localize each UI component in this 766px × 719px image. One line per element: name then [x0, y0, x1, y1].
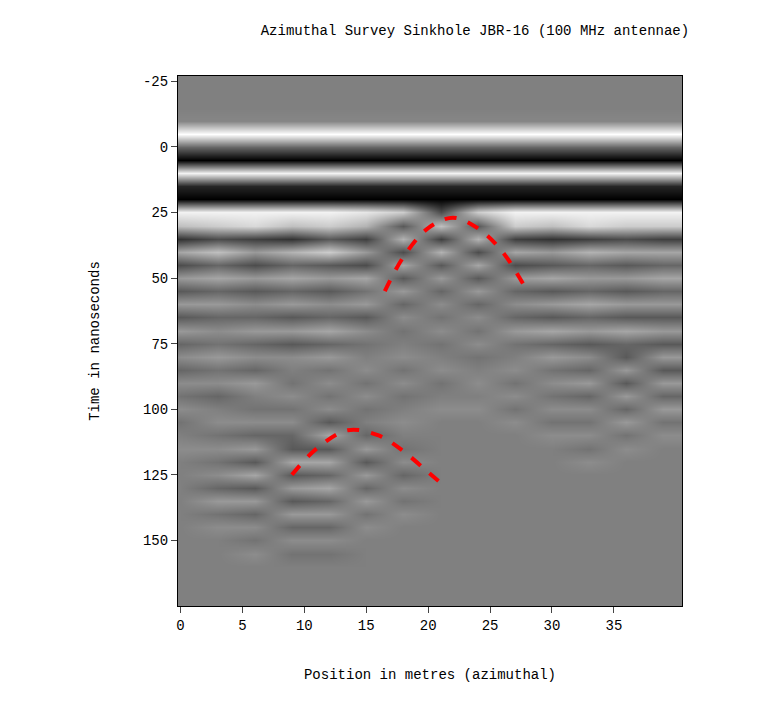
svg-text:10: 10 [296, 618, 313, 634]
svg-text:20: 20 [420, 618, 437, 634]
svg-text:35: 35 [605, 618, 622, 634]
svg-text:Position in metres (azimuthal): Position in metres (azimuthal) [304, 667, 556, 683]
svg-text:75: 75 [151, 337, 168, 353]
svg-text:5: 5 [238, 618, 246, 634]
svg-text:Time in nanoseconds: Time in nanoseconds [87, 261, 103, 421]
svg-text:25: 25 [151, 205, 168, 221]
svg-text:Azimuthal Survey Sinkhole JBR-: Azimuthal Survey Sinkhole JBR-16 (100 MH… [261, 23, 689, 39]
svg-text:100: 100 [143, 402, 168, 418]
svg-text:25: 25 [482, 618, 499, 634]
svg-text:50: 50 [151, 271, 168, 287]
svg-text:0: 0 [176, 618, 184, 634]
svg-text:125: 125 [143, 468, 168, 484]
svg-text:0: 0 [160, 140, 168, 156]
svg-text:150: 150 [143, 533, 168, 549]
svg-text:-25: -25 [143, 74, 168, 90]
svg-text:30: 30 [544, 618, 561, 634]
svg-text:15: 15 [358, 618, 375, 634]
